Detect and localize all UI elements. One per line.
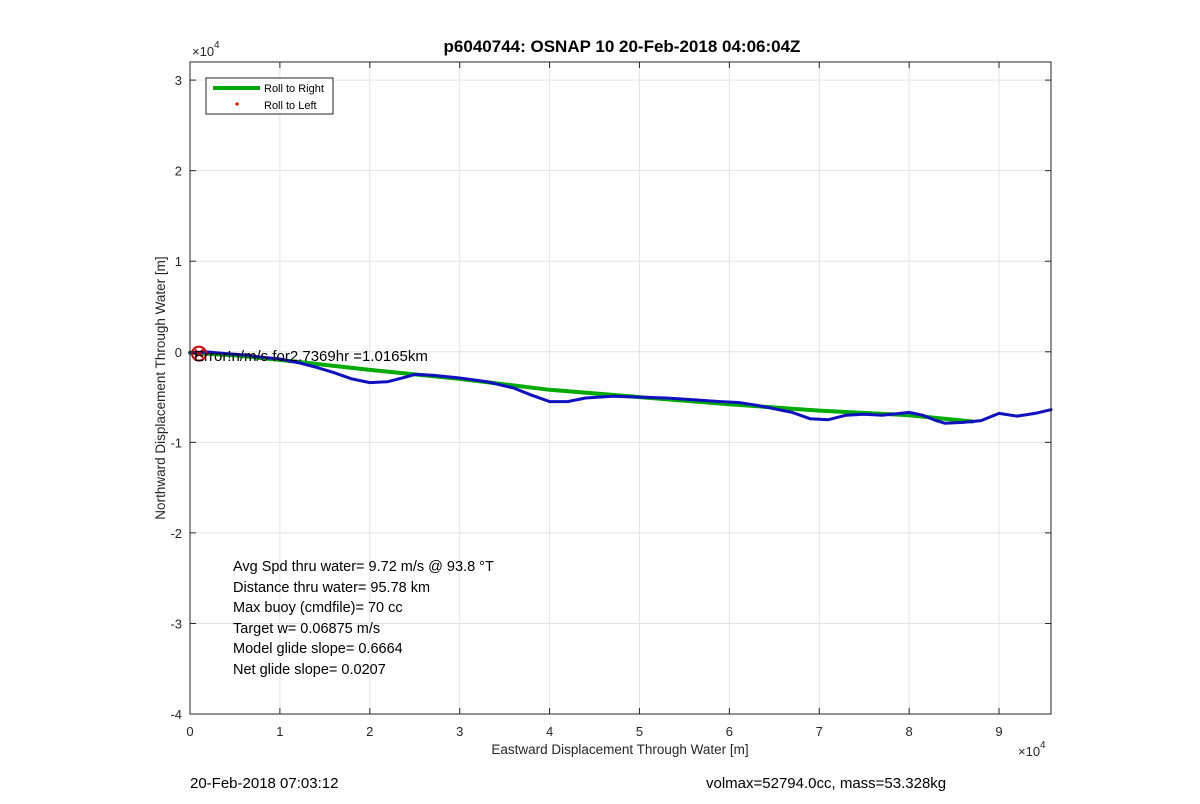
footer-timestamp: 20-Feb-2018 07:03:12: [190, 775, 338, 792]
x-tick-label: 9: [995, 724, 1002, 739]
start-annotation: Error!n/m/s for2.7369hr =1.0165km: [194, 348, 428, 365]
y-tick-label: -4: [170, 707, 182, 722]
stats-line: Avg Spd thru water= 9.72 m/s @ 93.8 °T: [233, 559, 494, 575]
stats-line: Max buoy (cmdfile)= 70 cc: [233, 600, 403, 616]
stats-line: Net glide slope= 0.0207: [233, 662, 386, 678]
x-tick-label: 2: [366, 724, 373, 739]
start-marker-cross: [194, 348, 204, 359]
ticks: 0 1 2 3 4 5 6 7 8 9 -4 -3 -2 -1 0 1 2 3: [170, 62, 1051, 739]
stats-line: Target w= 0.06875 m/s: [233, 621, 380, 637]
y-exponent-base: ×10: [192, 44, 214, 59]
legend-entry-roll-left: Roll to Left: [264, 100, 317, 112]
start-marker-ring: [190, 345, 207, 362]
x-tick-label: 1: [276, 724, 283, 739]
x-tick-label: 0: [186, 724, 193, 739]
legend-swatch-roll-left: [235, 102, 239, 106]
x-exponent: ×10 4: [1018, 740, 1046, 759]
series-track-line: [188, 350, 1053, 425]
y-tick-label: 1: [175, 254, 182, 269]
stats-annotation: Avg Spd thru water= 9.72 m/s @ 93.8 °T D…: [233, 559, 494, 678]
y-tick-label: 3: [175, 73, 182, 88]
y-tick-label: -2: [170, 526, 182, 541]
legend: Roll to Right Roll to Left: [205, 77, 334, 115]
x-axis-label: Eastward Displacement Through Water [m]: [491, 742, 748, 757]
x-tick-label: 8: [906, 724, 913, 739]
chart-title: p6040744: OSNAP 10 20-Feb-2018 04:06:04Z: [444, 37, 801, 56]
stats-line: Model glide slope= 0.6664: [233, 641, 403, 657]
legend-box: [205, 77, 334, 115]
x-tick-label: 5: [636, 724, 643, 739]
marker-layer: [190, 345, 207, 362]
plot-area: [190, 62, 1051, 714]
x-tick-label: 4: [546, 724, 553, 739]
y-exponent: ×10 4: [192, 40, 220, 59]
axes-box: [189, 61, 1052, 715]
x-tick-label: 7: [816, 724, 823, 739]
series-layer: [188, 350, 1053, 425]
y-axis-label: Northward Displacement Through Water [m]: [153, 256, 168, 519]
y-tick-label: 0: [175, 345, 182, 360]
x-tick-label: 6: [726, 724, 733, 739]
x-tick-label: 3: [456, 724, 463, 739]
stats-line: Distance thru water= 95.78 km: [233, 580, 430, 596]
y-tick-label: -3: [170, 616, 182, 631]
x-exponent-power: 4: [1040, 740, 1046, 751]
legend-entry-roll-right: Roll to Right: [264, 83, 324, 95]
y-tick-label: 2: [175, 164, 182, 179]
x-exponent-base: ×10: [1018, 744, 1040, 759]
y-exponent-power: 4: [214, 40, 220, 51]
y-tick-label: -1: [170, 435, 182, 450]
footer-parameters: volmax=52794.0cc, mass=53.328kg: [706, 775, 946, 792]
